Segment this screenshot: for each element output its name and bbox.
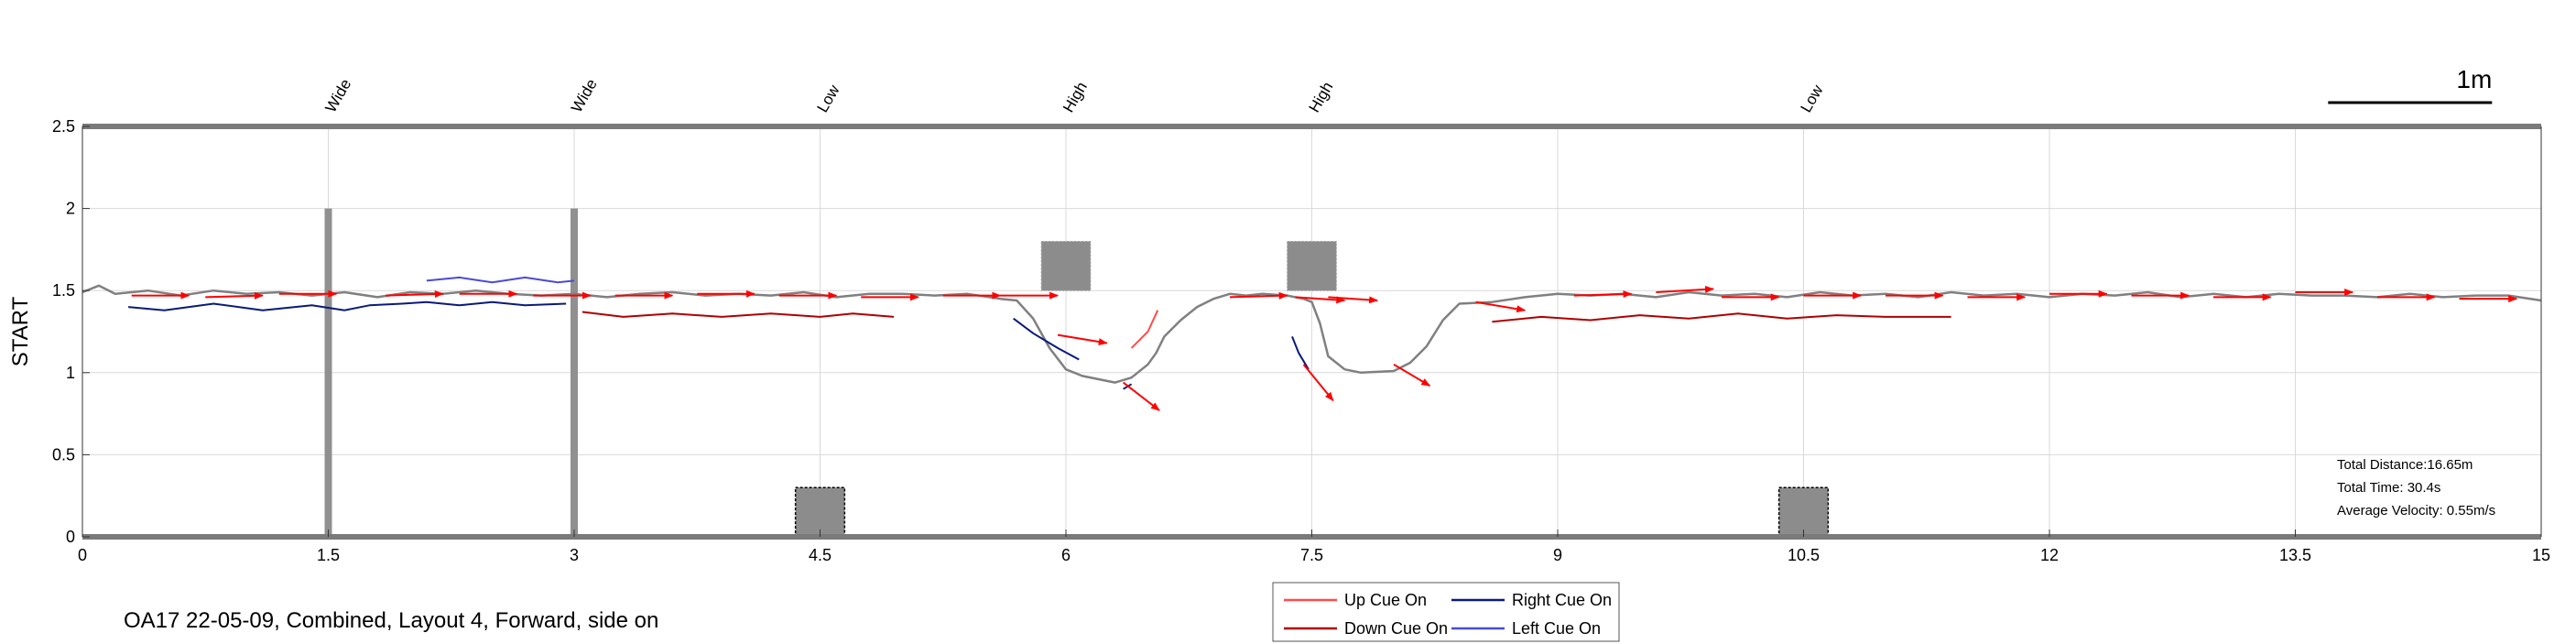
direction-arrow [1229,291,1288,300]
x-tick-label: 10.5 [1788,546,1820,564]
x-tick-label: 15 [2532,546,2550,564]
cue-line [1130,310,1159,349]
direction-arrow [205,291,264,300]
obstacle-label: Wide [568,76,601,115]
cue-line [582,311,895,318]
y-tick-label: 2.5 [52,117,75,136]
x-tick-label: 4.5 [809,546,831,564]
y-tick-label: 1 [66,364,75,382]
obstacle-wide [571,208,578,537]
direction-arrow [1573,290,1633,299]
cue-line [1492,312,1951,323]
obstacle-low [1777,486,1830,538]
obstacle-wide [324,208,332,537]
obstacle-low [794,486,846,538]
obstacle-label: High [1306,79,1337,115]
direction-arrow [1328,296,1379,304]
y-tick-label: 0 [66,528,75,546]
x-tick-label: 12 [2040,546,2059,564]
obstacle-label: Low [814,82,843,115]
annotations: START 1m Total Distance:16.65m Total Time: … [8,65,2495,642]
direction-arrow [1302,364,1334,402]
y-tick-label: 2 [66,200,75,218]
cue-line [426,276,575,284]
x-tick-label: 1.5 [317,546,340,564]
x-tick-label: 13.5 [2279,546,2311,564]
grid [82,126,2541,538]
x-tick-label: 7.5 [1300,546,1323,564]
direction-arrow [1475,300,1527,313]
y-tick-label: 0.5 [52,445,75,464]
direction-arrow [1393,363,1431,387]
cue-line [1291,336,1310,370]
obstacle-label: Wide [322,76,355,115]
tick-labels: 0 1.5 3 4.5 6 7.5 9 10.5 12 13.5 15 0 0.5 1 1.5 2 2.5 [52,117,2550,564]
legend-label: Left Cue On [1512,619,1601,638]
x-tick-label: 6 [1061,546,1071,564]
direction-arrow [1656,285,1715,293]
legend-label: Down Cue On [1344,619,1448,638]
chart-caption: OA17 22-05-09, Combined, Layout 4, Forwa… [124,608,658,633]
legend-label: Right Cue On [1512,591,1612,609]
plot-series [82,276,2542,411]
legend: Up Cue On Right Cue On Down Cue On Left Cue… [1272,582,1620,642]
direction-arrow [1123,381,1160,411]
x-tick-label: 3 [570,546,579,564]
x-tick-label: 9 [1553,546,1562,564]
obstacle-high [1287,240,1337,291]
obstacle-high [1040,240,1092,291]
obstacle-label: Low [1798,82,1827,115]
legend-label: Up Cue On [1344,591,1427,609]
direction-arrow [386,290,444,299]
cue-line [1013,317,1080,361]
obstacles: Wide Wide Low High High Low [322,76,1830,538]
direction-arrow [1295,296,1346,304]
obstacle-label: High [1060,79,1091,115]
legend-box [1272,582,1620,642]
stat-line: Average Velocity: 0.55m/s [2337,503,2495,518]
x-tick-label: 0 [78,546,87,564]
direction-arrow [1057,333,1108,346]
y-axis-label: START [8,296,33,366]
scale-bar-label: 1m [2456,65,2492,93]
stat-line: Total Time: 30.4s [2337,480,2440,496]
stat-line: Total Distance:16.65m [2337,457,2473,473]
y-tick-label: 1.5 [52,281,75,300]
cue-line [128,300,567,311]
